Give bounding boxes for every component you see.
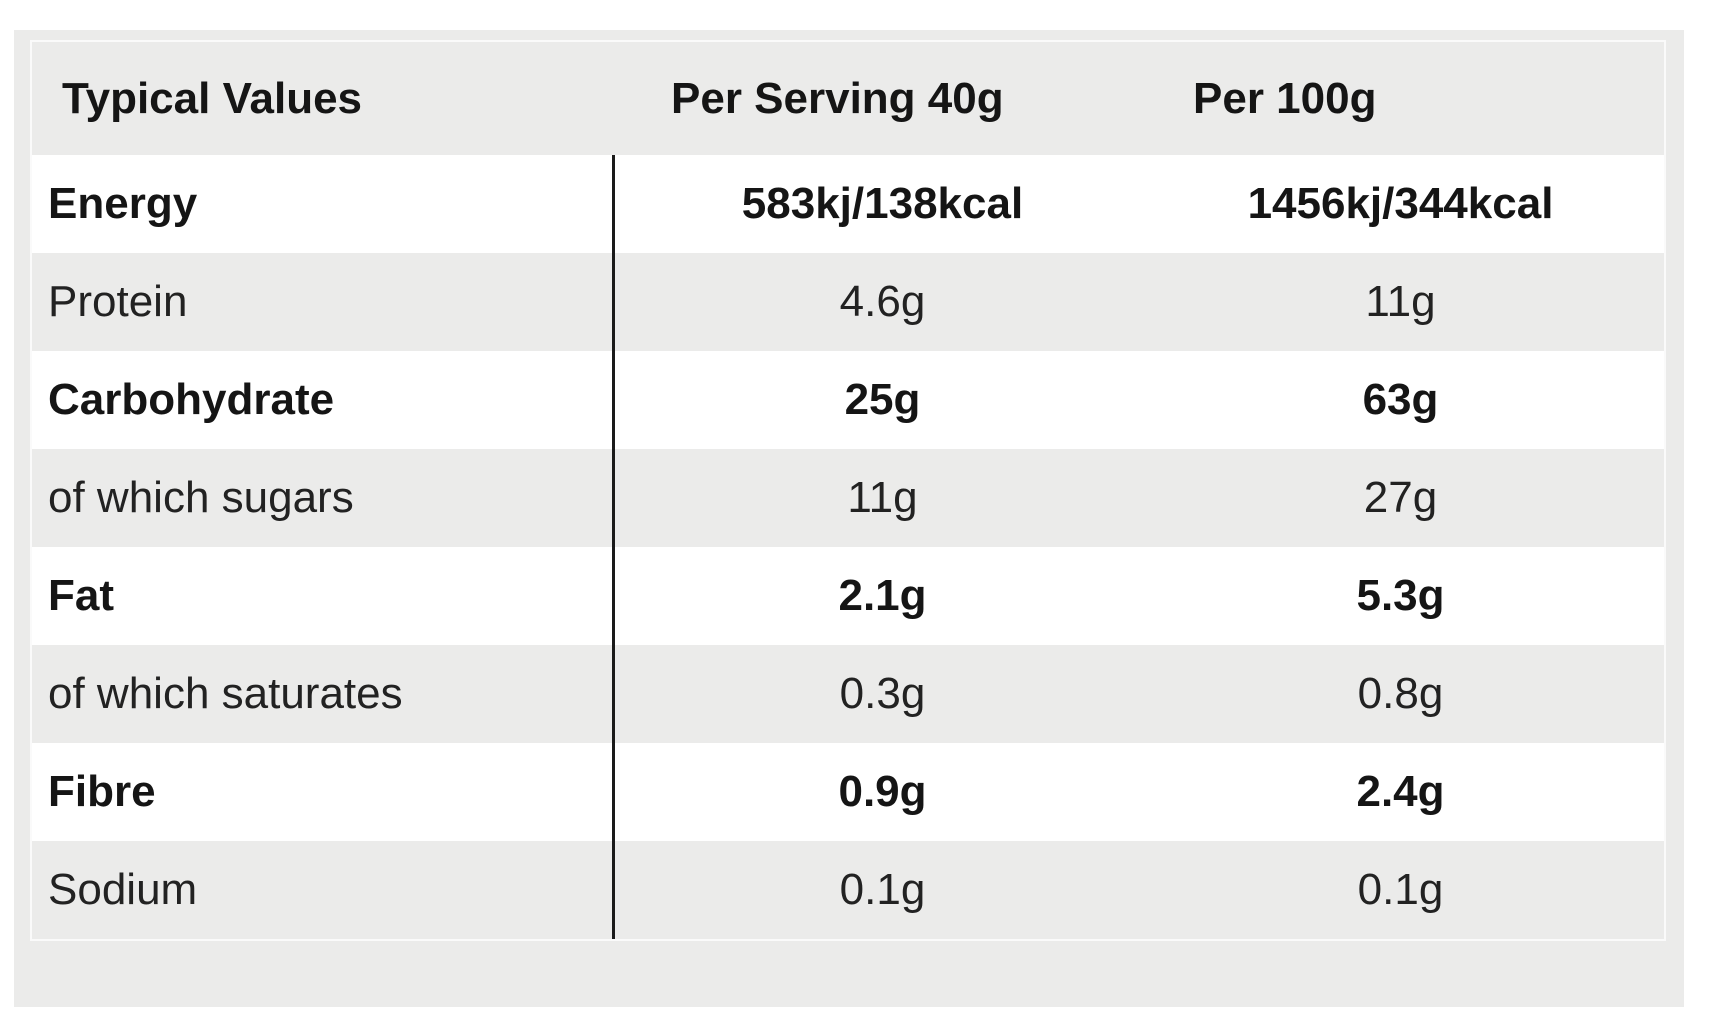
row-label: Fat: [48, 571, 114, 620]
table-row-sodium: Sodium 0.1g 0.1g: [32, 841, 1664, 939]
row-per-100g: 27g: [1363, 473, 1438, 522]
table-body: Energy 583kj/138kcal 1456kj/344kcal Prot…: [32, 155, 1664, 939]
row-label: Fibre: [48, 767, 156, 816]
row-per-100g: 63g: [1362, 375, 1439, 424]
row-per-100g: 5.3g: [1356, 571, 1445, 620]
table-row-fat: Fat 2.1g 5.3g: [32, 547, 1664, 645]
row-per-100g: 2.4g: [1356, 767, 1445, 816]
row-per-serving: 2.1g: [838, 571, 927, 620]
row-per-serving: 0.3g: [839, 669, 926, 718]
row-per-100g: 0.1g: [1357, 865, 1444, 914]
row-per-serving: 0.1g: [839, 865, 926, 914]
row-per-100g: 11g: [1365, 277, 1436, 326]
header-typical-values: Typical Values: [62, 73, 363, 123]
table-row-carbohydrate: Carbohydrate 25g 63g: [32, 351, 1664, 449]
row-label: Sodium: [48, 865, 198, 914]
row-label: Energy: [48, 179, 198, 228]
table-row-energy: Energy 583kj/138kcal 1456kj/344kcal: [32, 155, 1664, 253]
header-per-serving: Per Serving 40g: [671, 73, 1004, 123]
header-per-100g: Per 100g: [1193, 73, 1377, 123]
row-label: of which sugars: [48, 473, 354, 522]
nutrition-table: Typical Values Per Serving 40g Per 100g …: [30, 40, 1666, 941]
row-per-serving: 25g: [844, 375, 921, 424]
row-label: Carbohydrate: [48, 375, 335, 424]
table-row-saturates: of which saturates 0.3g 0.8g: [32, 645, 1664, 743]
table-header-row: Typical Values Per Serving 40g Per 100g: [32, 42, 1664, 155]
row-per-100g: 0.8g: [1357, 669, 1444, 718]
row-per-serving: 11g: [847, 473, 918, 522]
column-divider: [612, 155, 615, 939]
row-per-100g: 1456kj/344kcal: [1247, 179, 1554, 228]
row-per-serving: 0.9g: [838, 767, 927, 816]
table-row-sugars: of which sugars 11g 27g: [32, 449, 1664, 547]
row-per-serving: 4.6g: [839, 277, 926, 326]
table-row-protein: Protein 4.6g 11g: [32, 253, 1664, 351]
row-label: Protein: [48, 277, 188, 326]
row-label: of which saturates: [48, 669, 403, 718]
row-per-serving: 583kj/138kcal: [741, 179, 1024, 228]
table-row-fibre: Fibre 0.9g 2.4g: [32, 743, 1664, 841]
nutrition-panel: Typical Values Per Serving 40g Per 100g …: [14, 30, 1684, 1007]
